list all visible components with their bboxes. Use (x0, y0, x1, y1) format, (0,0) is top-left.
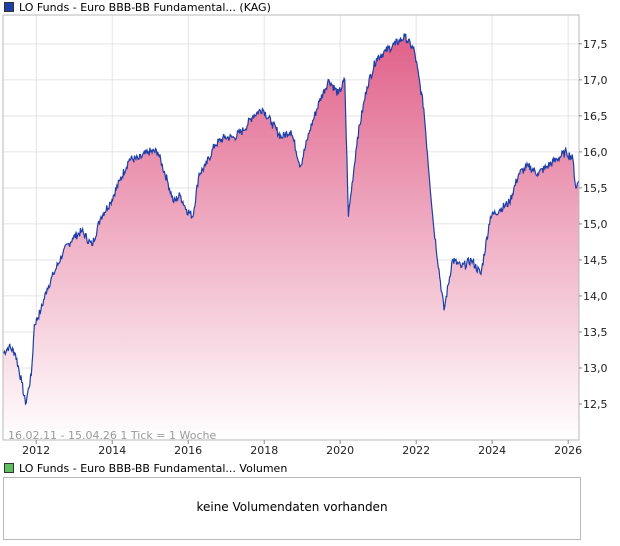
y-tick-label: 15,0 (583, 218, 608, 231)
x-tick-label: 2026 (554, 444, 582, 457)
plot-frame (2, 14, 580, 441)
y-tick-label: 17,5 (583, 38, 608, 51)
y-tick-label: 14,0 (583, 290, 608, 303)
volume-panel: keine Volumendaten vorhanden (3, 477, 581, 540)
price-line (2, 33, 580, 406)
price-chart: 12,5 13,0 13,5 14,0 14,5 15,0 15,5 16,0 16,5 17,0… (2, 14, 608, 457)
y-axis: 12,5 13,0 13,5 14,0 14,5 15,0 15,5 16,0 16,5 17,0… (579, 38, 608, 411)
price-legend-label: LO Funds - Euro BBB-BB Fundamental... (K… (19, 0, 271, 14)
volume-legend-swatch (4, 463, 14, 473)
x-tick-label: 2024 (478, 444, 506, 457)
x-tick-label: 2018 (250, 444, 278, 457)
volume-legend-label: LO Funds - Euro BBB-BB Fundamental... Vo… (19, 461, 288, 475)
x-tick-label: 2012 (22, 444, 50, 457)
y-tick-label: 13,0 (583, 362, 608, 375)
x-axis: 2012 2014 2016 2018 2020 2022 2024 2026 (22, 440, 582, 457)
y-tick-label: 15,5 (583, 182, 608, 195)
price-area (3, 33, 579, 440)
x-tick-label: 2016 (174, 444, 202, 457)
y-tick-label: 13,5 (583, 326, 608, 339)
y-tick-label: 16,5 (583, 110, 608, 123)
price-legend: LO Funds - Euro BBB-BB Fundamental... (K… (4, 0, 271, 14)
volume-legend: LO Funds - Euro BBB-BB Fundamental... Vo… (4, 461, 287, 475)
x-tick-label: 2022 (402, 444, 430, 457)
info-text: 16.02.11 - 15.04.26 1 Tick = 1 Woche (8, 429, 216, 442)
y-tick-label: 16,0 (583, 146, 608, 159)
x-tick-label: 2014 (98, 444, 126, 457)
y-tick-label: 14,5 (583, 254, 608, 267)
y-tick-label: 17,0 (583, 74, 608, 87)
volume-message: keine Volumendaten vorhanden (196, 500, 388, 514)
price-legend-swatch (4, 2, 14, 12)
y-tick-label: 12,5 (583, 398, 608, 411)
x-tick-label: 2020 (326, 444, 354, 457)
